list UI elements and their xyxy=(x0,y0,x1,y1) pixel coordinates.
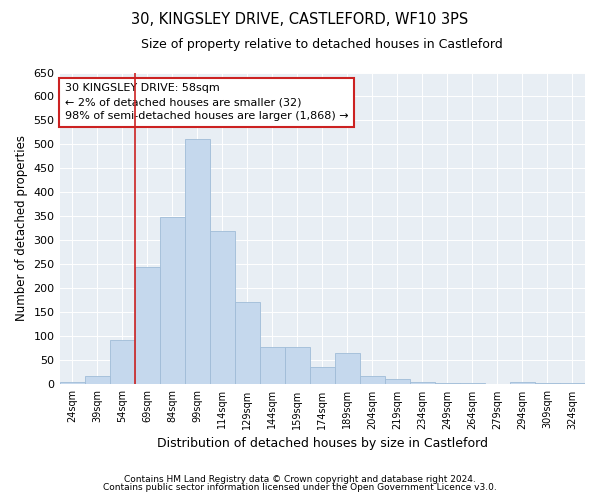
Bar xyxy=(510,382,535,384)
Y-axis label: Number of detached properties: Number of detached properties xyxy=(15,136,28,322)
Text: 30 KINGSLEY DRIVE: 58sqm
← 2% of detached houses are smaller (32)
98% of semi-de: 30 KINGSLEY DRIVE: 58sqm ← 2% of detache… xyxy=(65,84,349,122)
Bar xyxy=(185,138,209,384)
Title: Size of property relative to detached houses in Castleford: Size of property relative to detached ho… xyxy=(142,38,503,51)
Bar xyxy=(110,340,134,384)
Bar xyxy=(160,218,185,384)
Text: Contains public sector information licensed under the Open Government Licence v3: Contains public sector information licen… xyxy=(103,483,497,492)
Bar xyxy=(435,382,460,384)
Bar xyxy=(310,367,335,384)
Text: 30, KINGSLEY DRIVE, CASTLEFORD, WF10 3PS: 30, KINGSLEY DRIVE, CASTLEFORD, WF10 3PS xyxy=(131,12,469,28)
Bar xyxy=(85,376,110,384)
Bar xyxy=(209,231,235,384)
Bar xyxy=(410,382,435,384)
Bar xyxy=(260,347,285,385)
X-axis label: Distribution of detached houses by size in Castleford: Distribution of detached houses by size … xyxy=(157,437,488,450)
Bar xyxy=(385,378,410,384)
Bar xyxy=(335,353,360,384)
Bar xyxy=(360,376,385,384)
Bar xyxy=(285,347,310,385)
Bar xyxy=(134,267,160,384)
Bar xyxy=(235,302,260,384)
Bar xyxy=(59,382,85,384)
Text: Contains HM Land Registry data © Crown copyright and database right 2024.: Contains HM Land Registry data © Crown c… xyxy=(124,475,476,484)
